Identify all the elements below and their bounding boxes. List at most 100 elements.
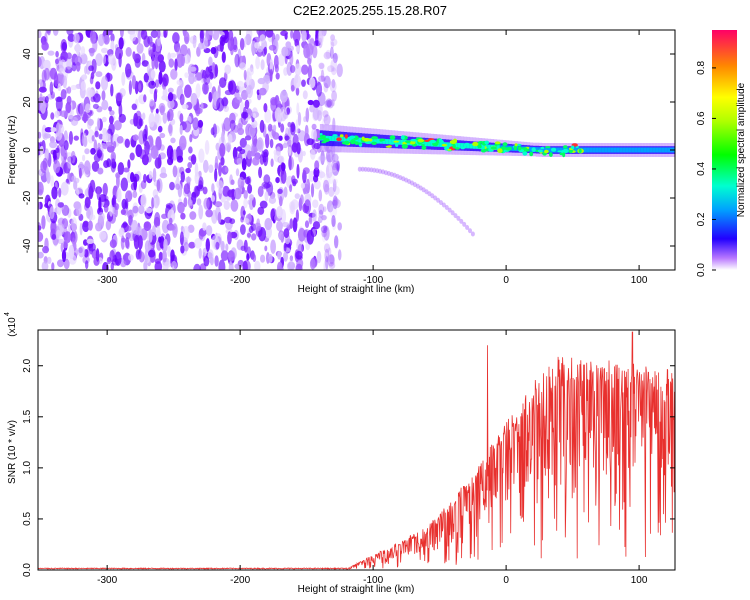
heatmap-cell	[224, 64, 231, 75]
heatmap-cell	[92, 103, 99, 110]
y-tick-label: -20	[22, 190, 33, 205]
heatmap-cell	[81, 132, 87, 147]
y-tick-label: 40	[22, 48, 33, 60]
heatmap-cell	[188, 146, 193, 154]
heatmap-cell	[219, 77, 227, 88]
heatmap-cell	[78, 246, 86, 258]
heatmap-cell	[517, 146, 522, 151]
heatmap-cell	[179, 135, 187, 151]
heatmap-cell	[309, 258, 316, 270]
heatmap-cell	[129, 31, 137, 42]
heatmap-cell	[366, 167, 371, 173]
heatmap-cell	[275, 72, 280, 80]
heatmap-cell	[57, 259, 64, 268]
heatmap-cell	[307, 57, 312, 65]
heatmap-cell	[209, 71, 214, 80]
heatmap-cell	[180, 245, 185, 254]
heatmap-cell	[323, 82, 329, 93]
heatmap-cell	[192, 117, 199, 131]
y-tick-label: 0.5	[22, 512, 33, 526]
heatmap-cell	[198, 204, 204, 220]
heatmap-cell	[133, 112, 139, 127]
heatmap-cell	[156, 30, 161, 39]
heatmap-cell	[296, 102, 300, 116]
heatmap-cell	[89, 47, 95, 57]
heatmap-cell	[227, 38, 235, 51]
heatmap-cell	[55, 122, 61, 138]
heatmap-cell	[68, 254, 77, 265]
heatmap-cell	[167, 108, 174, 121]
heatmap-cell	[274, 107, 282, 122]
heatmap-cell	[76, 103, 84, 117]
heatmap-cell	[447, 207, 452, 213]
heatmap-cell	[55, 147, 60, 153]
heatmap-cell	[79, 222, 83, 236]
heatmap-cell	[131, 103, 137, 111]
heatmap-cell	[371, 141, 377, 145]
heatmap-cell	[655, 147, 660, 153]
heatmap-cell	[78, 167, 82, 179]
snr-panel: -300 -200 -100 0 100 0.0 0.5 1.0 1.5 2.0 Height …	[4, 312, 676, 595]
heatmap-cell	[214, 201, 223, 208]
colorbar: 0.0 0.2 0.4 0.6 0.8 Normalized spectral ampl…	[696, 30, 747, 277]
heatmap-cell	[188, 72, 195, 85]
heatmap-cell	[343, 136, 348, 142]
heatmap-cell	[41, 261, 49, 270]
heatmap-cell	[98, 34, 105, 47]
heatmap-cell	[522, 151, 528, 156]
heatmap-cell	[291, 142, 298, 153]
heatmap-cell	[39, 93, 43, 102]
heatmap-cell	[545, 146, 551, 149]
heatmap-cell	[274, 215, 278, 221]
heatmap-cell	[310, 183, 315, 198]
heatmap-cell	[101, 116, 107, 123]
heatmap-cell	[220, 35, 227, 42]
heatmap-cell	[318, 37, 323, 49]
heatmap-cell	[393, 140, 399, 143]
heatmap-cell	[95, 53, 103, 67]
heatmap-cell	[327, 254, 335, 267]
heatmap-cell	[302, 167, 310, 175]
heatmap-cell	[294, 193, 300, 200]
heatmap-cell	[335, 160, 340, 171]
heatmap-cell	[156, 179, 161, 192]
heatmap-cell	[295, 209, 299, 222]
heatmap-cell	[519, 150, 524, 153]
heatmap-cell	[118, 37, 124, 50]
heatmap-cell	[369, 167, 374, 173]
heatmap-cell	[385, 145, 392, 148]
heatmap-cell	[150, 30, 159, 39]
heatmap-cell	[132, 190, 138, 199]
heatmap-cell	[263, 149, 269, 158]
heatmap-cell	[454, 142, 459, 148]
heatmap-cell	[65, 101, 72, 114]
heatmap-cell	[210, 47, 217, 55]
heatmap-cell	[161, 95, 168, 101]
heatmap-cell	[109, 115, 114, 125]
colorbar-tick-label: 0.2	[696, 212, 707, 226]
heatmap-cell	[319, 133, 323, 136]
heatmap-cell	[445, 142, 450, 148]
heatmap-cell	[455, 147, 460, 150]
heatmap-cell	[282, 142, 288, 149]
heatmap-cell	[251, 233, 257, 241]
heatmap-cell	[496, 145, 501, 151]
heatmap-cell	[88, 242, 96, 252]
heatmap-cell	[274, 64, 279, 73]
heatmap-cell	[113, 141, 117, 149]
heatmap-cell	[159, 105, 165, 116]
heatmap-cell	[460, 143, 465, 149]
heatmap-cell	[331, 90, 337, 102]
heatmap-cell	[97, 142, 101, 151]
heatmap-cell	[60, 242, 64, 253]
y-tick-label: 0.0	[22, 563, 33, 577]
heatmap-cell	[50, 127, 57, 133]
heatmap-cell	[327, 65, 335, 73]
heatmap-cell	[61, 41, 67, 51]
heatmap-cell	[661, 147, 666, 153]
heatmap-cell	[220, 240, 225, 252]
heatmap-cell	[334, 235, 339, 249]
heatmap-cell	[172, 149, 177, 161]
heatmap-cell	[175, 183, 181, 190]
heatmap-cell	[120, 209, 126, 215]
